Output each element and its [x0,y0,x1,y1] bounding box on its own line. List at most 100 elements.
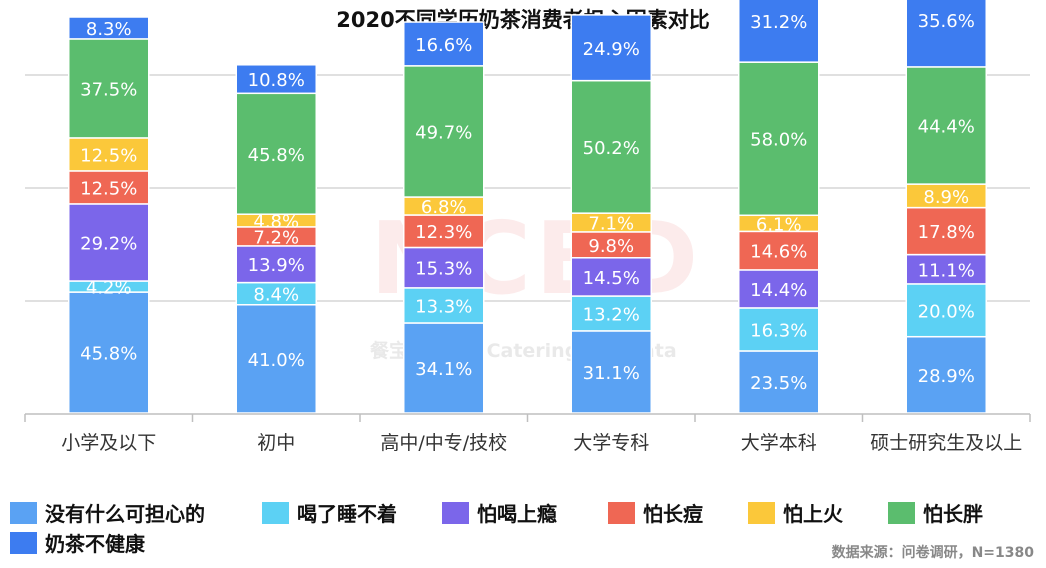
bar-segment [570,257,652,297]
x-tick-label: 小学及以下 [61,432,156,454]
x-tick-label: 硕士研究生及以上 [870,432,1022,454]
data-label: 13.3% [415,296,472,317]
data-label: 23.5% [750,373,807,394]
data-label: 45.8% [80,344,137,365]
legend-label: 怕长胖 [923,502,983,526]
bar-segment [235,245,317,284]
bar-segment [570,231,652,259]
bar-segment [68,291,150,414]
legend-swatch [10,531,37,554]
data-label: 28.9% [918,366,975,387]
bar-segment [738,307,820,352]
stacked-bar-chart: 45.8% 4.2% 29.2% 12.5% 12.5% 37.5% 8.3% 小学及以下 41… [24,0,1031,454]
x-tick-label: 初中 [257,432,295,454]
x-tick-label: 大学专科 [573,432,649,454]
x-tick-label: 大学本科 [741,432,817,454]
legend-label: 怕上火 [783,502,843,526]
data-label: 44.4% [918,117,975,138]
legend-item: 怕喝上瘾 [442,498,557,527]
bar-segment [570,295,652,332]
legend-item: 怕长痘 [608,498,703,527]
legend-label: 喝了睡不着 [297,502,397,526]
legend: 没有什么可担心的 喝了睡不着 怕喝上瘾 怕长痘 怕上火 怕长胖奶茶不健康 [10,498,1040,558]
data-label: 13.9% [248,255,305,276]
bar-segment [403,214,485,249]
bar-segment [738,0,820,63]
data-label: 31.1% [583,363,640,384]
data-label: 7.2% [253,227,299,248]
bar-segment [68,16,150,40]
data-label: 14.6% [750,242,807,263]
data-label: 8.9% [923,187,969,208]
bar-segment [905,206,987,256]
bar-segment [403,21,485,67]
data-label: 14.4% [750,280,807,301]
bar-segment [403,65,485,198]
legend-label: 怕长痘 [643,502,703,526]
bar-segment [68,38,150,139]
data-label: 8.4% [253,285,299,306]
data-label: 4.2% [86,278,132,299]
bar-segment [68,203,150,282]
data-label: 6.1% [756,214,802,235]
data-label: 12.5% [80,145,137,166]
data-label: 37.5% [80,79,137,100]
x-tick-label: 高中/中专/技校 [380,432,507,454]
data-label: 6.8% [421,197,467,218]
bar-segment [403,246,485,289]
data-label: 49.7% [415,122,472,143]
bar-segment [68,137,150,172]
legend-swatch [442,501,469,524]
data-label: 15.3% [415,259,472,280]
bar-segment [738,269,820,309]
legend-item: 没有什么可担心的 [10,498,205,527]
data-label: 20.0% [918,301,975,322]
data-label: 58.0% [750,130,807,151]
data-label: 45.8% [248,145,305,166]
legend-label: 没有什么可担心的 [45,502,205,526]
bar-segment [905,253,987,285]
data-label: 7.1% [588,214,634,235]
legend-swatch [888,501,915,524]
bar-segment [905,335,987,414]
data-label: 34.1% [415,359,472,380]
bar-segment [738,350,820,414]
bar-segment [905,0,987,68]
legend-swatch [10,501,37,524]
bar-segment [235,64,317,95]
legend-item: 奶茶不健康 [10,528,145,557]
data-label: 41.0% [248,350,305,371]
data-label: 35.6% [918,11,975,32]
bar-segment [570,14,652,82]
legend-swatch [608,501,635,524]
data-label: 29.2% [80,233,137,254]
data-label: 4.8% [253,212,299,233]
bar-segment [68,170,150,205]
legend-item: 喝了睡不着 [262,498,397,527]
data-label: 50.2% [583,138,640,159]
data-label: 13.2% [583,304,640,325]
bar-segment [235,92,317,215]
data-label: 8.3% [86,19,132,40]
data-label: 16.6% [415,35,472,56]
data-label: 16.3% [750,320,807,341]
legend-item: 怕上火 [748,498,843,527]
data-label: 11.1% [918,260,975,281]
legend-item: 怕长胖 [888,498,983,527]
bar-segment [235,304,317,414]
source-note: 数据来源：问卷调研，N=1380 [831,545,1034,561]
bar-segment [570,330,652,414]
data-label: 12.3% [415,222,472,243]
legend-label: 奶茶不健康 [45,532,145,556]
data-label: 14.5% [583,268,640,289]
bar-segment [738,230,820,271]
data-label: 12.5% [80,178,137,199]
data-label: 24.9% [583,39,640,60]
bar-segment [403,287,485,324]
data-label: 17.8% [918,222,975,243]
legend-swatch [748,501,775,524]
bar-segment [403,322,485,414]
legend-swatch [262,501,289,524]
data-label: 10.8% [248,70,305,91]
data-label: 31.2% [750,12,807,33]
